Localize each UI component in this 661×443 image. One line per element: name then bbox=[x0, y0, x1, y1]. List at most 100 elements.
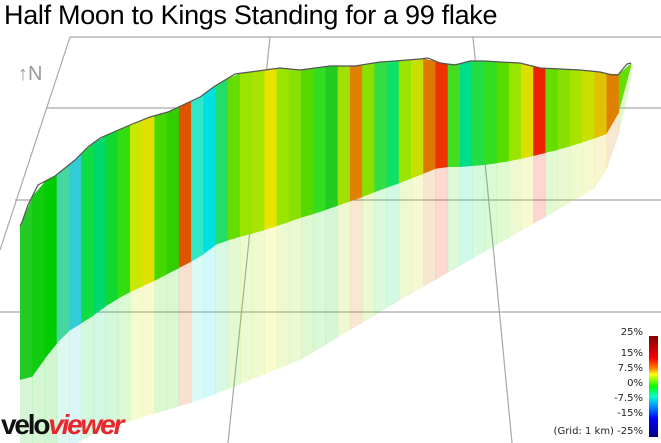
profile-segment bbox=[557, 68, 571, 150]
profile-top-line bbox=[19, 57, 632, 227]
profile-segment bbox=[325, 66, 339, 211]
profile-segment bbox=[423, 58, 436, 174]
shadow-segment bbox=[215, 240, 229, 394]
profile-segment bbox=[349, 64, 363, 202]
shadow-segment bbox=[191, 254, 204, 403]
legend-label: -15% bbox=[617, 408, 643, 419]
profile-wall bbox=[20, 58, 632, 380]
shadow-segment bbox=[129, 286, 143, 422]
profile-segment bbox=[178, 101, 192, 268]
profile-segment bbox=[606, 73, 620, 134]
profile-segment bbox=[154, 112, 168, 281]
shadow-segment bbox=[582, 138, 595, 196]
shadow-segment bbox=[374, 187, 388, 316]
shadow-segment bbox=[142, 280, 155, 418]
profile-segment bbox=[166, 106, 180, 275]
shadow-segment bbox=[313, 210, 326, 353]
profile-segment bbox=[203, 85, 217, 255]
shadow-segment bbox=[435, 167, 449, 280]
profile-segment bbox=[618, 63, 632, 113]
shadow-segment bbox=[32, 359, 45, 443]
shadow-segment bbox=[533, 152, 546, 224]
profile-segment bbox=[533, 66, 546, 156]
profile-segment bbox=[56, 164, 70, 344]
legend-label: 7.5% bbox=[617, 363, 643, 374]
shadow-segment bbox=[508, 158, 522, 238]
shadow-segment bbox=[459, 166, 473, 266]
shadow-segment bbox=[594, 133, 608, 189]
legend-label: -7.5% bbox=[613, 393, 643, 404]
profile-segment bbox=[435, 61, 449, 169]
shadow-segment bbox=[166, 267, 180, 411]
shadow-segment bbox=[386, 183, 400, 309]
shadow-segment bbox=[349, 197, 363, 331]
profile-segment bbox=[521, 63, 534, 159]
legend-color-bar bbox=[649, 336, 658, 437]
profile-segment bbox=[93, 135, 107, 316]
shadow-segment bbox=[93, 306, 107, 434]
grid-note: (Grid: 1 km) bbox=[553, 426, 614, 437]
profile-segment bbox=[301, 68, 314, 218]
profile-segment bbox=[362, 62, 375, 198]
profile-segment bbox=[129, 120, 143, 293]
shadow-segment bbox=[496, 161, 510, 245]
veloviewer-logo: veloviewer bbox=[1, 409, 124, 440]
shadow-segment bbox=[362, 192, 375, 323]
legend-label: (Grid: 1 km) -25% bbox=[554, 426, 643, 437]
shadow-segment bbox=[545, 149, 559, 217]
shadow-segment bbox=[56, 331, 70, 443]
profile-segment bbox=[44, 174, 58, 360]
profile-segment bbox=[117, 125, 131, 299]
chart-title: Half Moon to Kings Standing for a 99 fla… bbox=[4, 0, 498, 30]
profile-segment bbox=[508, 62, 522, 162]
profile-segment bbox=[582, 70, 595, 143]
shadow-segment bbox=[276, 221, 290, 370]
shadow-segment bbox=[337, 201, 351, 338]
profile-segment bbox=[32, 181, 45, 377]
shadow-segment bbox=[325, 205, 339, 345]
profile-segment bbox=[142, 115, 155, 287]
profile-segment bbox=[459, 61, 473, 167]
profile-segment bbox=[81, 143, 94, 324]
north-arrow-icon: ↑N bbox=[18, 63, 43, 85]
shadow-segment bbox=[557, 146, 571, 210]
shadow-segment bbox=[81, 315, 94, 441]
profile-segment bbox=[288, 68, 302, 222]
shadow-segment bbox=[227, 236, 241, 389]
profile-segment bbox=[569, 69, 583, 147]
profile-segment bbox=[337, 66, 351, 206]
shadow-segment bbox=[44, 343, 58, 443]
shadow-segment bbox=[447, 167, 461, 273]
legend-label: 25% bbox=[620, 327, 643, 338]
profile-segment bbox=[545, 68, 559, 153]
profile-segment bbox=[386, 60, 400, 188]
shadow-segment bbox=[154, 274, 168, 414]
profile-segment bbox=[411, 58, 424, 179]
shadow-segment bbox=[252, 229, 265, 380]
profile-segment bbox=[594, 71, 608, 139]
legend-label: 0% bbox=[627, 378, 643, 389]
gradient-legend: 25% 15% 7.5% 0% -7.5% -15% (Grid: 1 km) … bbox=[554, 327, 661, 441]
profile-segment bbox=[313, 66, 326, 215]
shadow-segment bbox=[105, 298, 119, 429]
shadow-segment bbox=[68, 323, 82, 443]
profile-segment bbox=[20, 196, 33, 380]
shadow-segment bbox=[239, 233, 253, 385]
profile-segment bbox=[398, 59, 412, 184]
shadow-segment bbox=[301, 214, 314, 360]
shadow-segment bbox=[20, 376, 33, 443]
profile-segment bbox=[191, 94, 204, 262]
profile-segment bbox=[105, 130, 119, 307]
profile-segment bbox=[239, 71, 253, 237]
shadow-segment bbox=[606, 112, 620, 170]
shadow-segment bbox=[117, 292, 131, 425]
shadow-segment bbox=[569, 142, 583, 203]
shadow-segment bbox=[398, 178, 412, 301]
shadow-segment bbox=[264, 226, 278, 375]
profile-segment bbox=[447, 63, 461, 167]
profile-segment bbox=[215, 78, 229, 245]
shadow-segment bbox=[178, 261, 192, 407]
shadow-segment bbox=[521, 155, 534, 231]
profile-segment bbox=[496, 61, 510, 164]
